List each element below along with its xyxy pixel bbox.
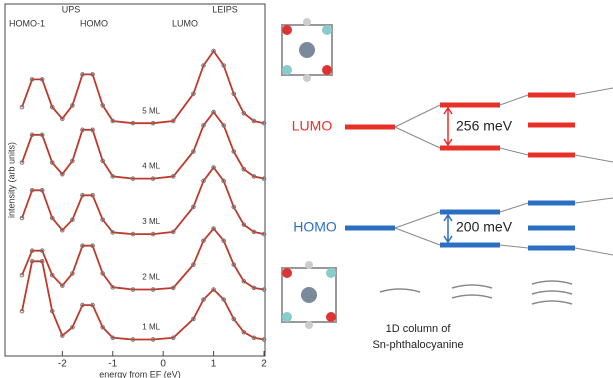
x-tick-label: -1	[108, 359, 117, 370]
molecule	[282, 261, 336, 329]
annotation: UPS	[62, 4, 81, 14]
split-label: 256 meV	[456, 118, 513, 134]
split-arrows	[444, 108, 452, 242]
x-tick-label: -2	[58, 359, 67, 370]
caption: 1D column of	[386, 323, 452, 335]
series-label: 2 ML	[142, 273, 160, 282]
series-label: 3 ML	[142, 217, 160, 226]
annotation: LEIPS	[212, 4, 238, 14]
molecule	[282, 18, 332, 82]
y-axis-label: intensity (arb units)	[6, 142, 16, 218]
lumo-label: LUMO	[292, 118, 333, 134]
series-label: 5 ML	[142, 106, 160, 115]
split-label: 200 meV	[456, 219, 513, 235]
annotation: HOMO	[80, 18, 108, 28]
series-label: 1 ML	[142, 323, 160, 332]
homo-label: HOMO	[293, 219, 337, 235]
annotation: HOMO-1	[9, 18, 45, 28]
series-label: 4 ML	[142, 162, 160, 171]
x-axis-label: energy from EF (eV)	[99, 369, 181, 378]
annotation: LUMO	[172, 18, 198, 28]
caption: Sn-phthalocyanine	[372, 339, 463, 351]
molecule-stacks	[380, 281, 572, 304]
x-tick-label: 0	[160, 359, 166, 370]
x-tick-label: 1	[211, 359, 217, 370]
figure: UPS LEIPS HOMO-1 HOMO LUMO energy from E…	[0, 0, 613, 378]
x-tick-label: 2	[261, 359, 267, 370]
